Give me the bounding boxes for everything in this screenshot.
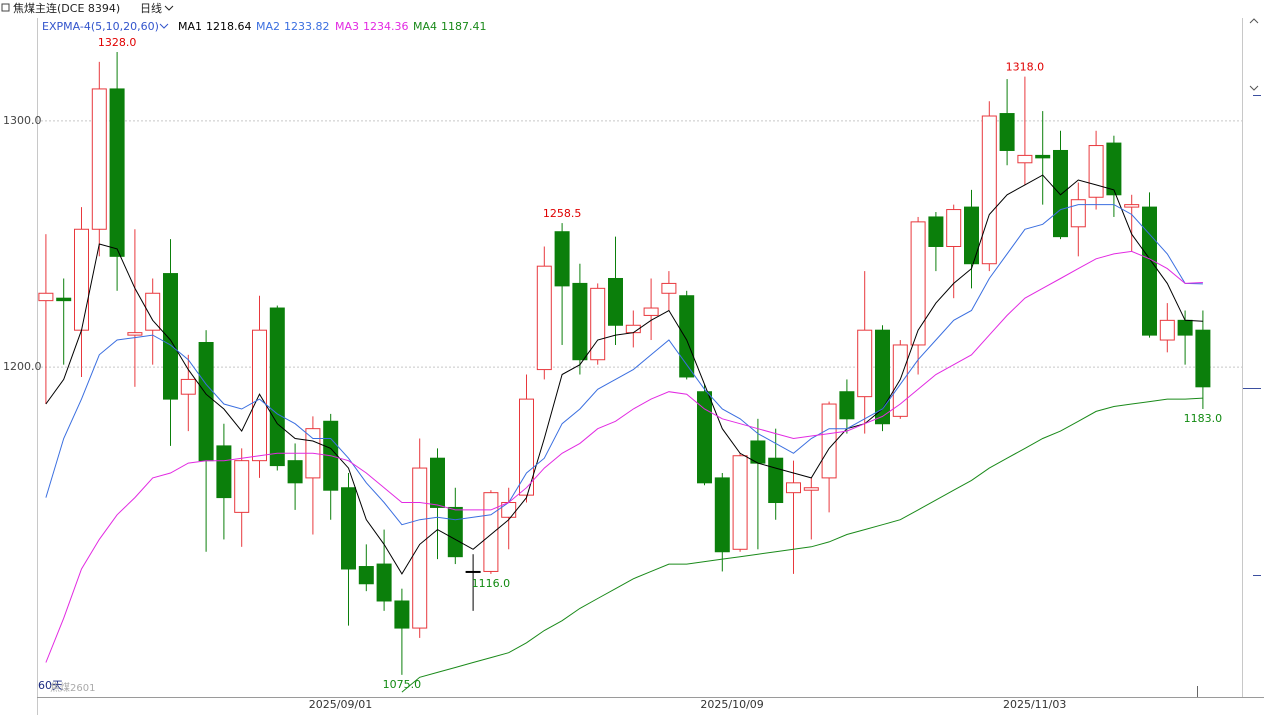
candle-body [163,273,178,400]
legend-value: 1187.41 [441,20,487,33]
chart-title: 焦煤主连(DCE 8394) [13,2,120,15]
candle-body [857,329,873,398]
candle-body [1195,329,1211,388]
candle-body [430,457,445,508]
legend-value: 1218.64 [206,20,252,33]
candle-body [839,391,855,420]
candle-body [608,277,623,326]
candle-body [127,332,143,336]
candle-body [1035,154,1051,159]
candle-body [910,221,926,346]
candle-body [216,445,232,499]
candle-body [483,492,499,572]
candle-body [999,113,1015,151]
period-chevron[interactable] [164,5,174,11]
legend-name: MA2 [256,20,280,33]
candle-body [875,329,890,425]
menu-icon[interactable] [1,3,10,12]
high-label: 1328.0 [98,36,137,49]
contract-label: 焦煤2601 [50,681,95,694]
candle-body [91,88,107,230]
y-tick-label: 1200.0 [3,360,42,373]
ma-line [45,250,1203,663]
candle-body [519,398,534,496]
legend-value: 1234.36 [363,20,409,33]
candle-body [1177,319,1193,336]
candle-body [732,455,748,550]
candle-body [1106,142,1122,196]
candle-body [1124,204,1140,208]
candle-body [56,297,72,302]
candle-body [38,292,54,302]
ma-line [401,397,1203,693]
candle-body [465,570,481,573]
candle-body [928,216,944,247]
candle-body [590,287,606,361]
candle-body [821,403,837,479]
candle-body [803,487,819,491]
low-label: 1075.0 [383,678,422,691]
candle-body [786,482,801,494]
high-label: 1318.0 [1006,61,1045,74]
candle-body [234,460,250,513]
low-label: 1183.0 [1184,412,1223,425]
candle-body [554,231,570,287]
candle-body [661,282,677,294]
indicator-name[interactable]: EXPMA-4(5,10,20,60) [42,20,159,33]
candle-body [981,115,997,265]
candle-body [679,295,695,378]
candle-body [1070,199,1086,228]
candle-body [750,440,766,464]
candle-body [1088,145,1104,198]
candle-body [269,307,285,467]
x-tick-label: 2025/11/03 [1003,698,1066,711]
candle-body [252,329,267,462]
candle-body [1053,149,1068,238]
legend-name: MA1 [178,20,202,33]
candle-body [1159,319,1175,341]
candle-body [768,457,784,504]
ma-line [45,204,1203,526]
ma-line [45,174,1203,575]
candle-body [358,566,374,585]
candle-body [394,600,410,629]
candle-body [74,228,89,331]
high-label: 1258.5 [543,207,582,220]
scroll-up[interactable] [1249,18,1259,24]
legend-value: 1233.82 [284,20,330,33]
candle-body [198,341,214,462]
x-tick-label: 2025/09/01 [309,698,372,711]
candle-body [412,467,428,629]
candle-body [145,292,161,331]
x-tick-label: 2025/10/09 [700,698,763,711]
candle-body [572,282,588,361]
window-label: 60天 [38,679,63,692]
candle-body [1142,206,1157,336]
candle-body [341,487,356,570]
low-label: 1116.0 [472,577,511,590]
y-tick-label: 1300.0 [3,114,42,127]
candle-body [643,307,659,316]
candle-body [180,378,196,395]
period-selector[interactable]: 日线 [140,1,162,15]
candle-body [892,344,908,417]
candle-body [714,477,730,553]
candle-body [287,460,303,484]
candle-body [376,563,392,602]
legend-name: MA3 [335,20,359,33]
candle-body [1017,154,1033,164]
candle-body [964,206,979,265]
candle-body [946,209,962,247]
legend-name: MA4 [413,20,437,33]
candle-body [536,265,552,371]
scroll-down[interactable] [1249,85,1259,91]
candle-body [447,506,463,558]
candle-body [697,391,712,484]
indicator-chevron[interactable] [159,23,169,29]
candle-body [109,88,125,257]
